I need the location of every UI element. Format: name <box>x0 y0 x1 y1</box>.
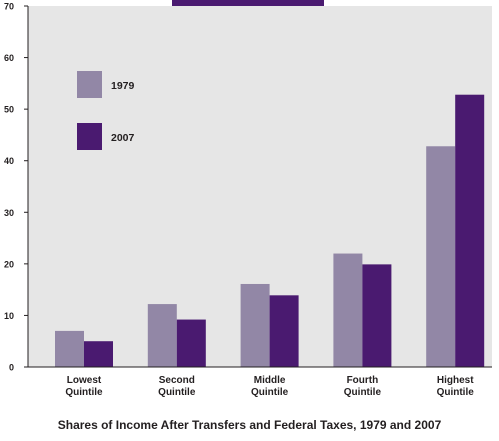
x-category-label: Fourth Quintile <box>344 375 382 398</box>
legend-swatch-1979 <box>77 71 102 98</box>
bar-2007-1 <box>176 319 206 367</box>
y-tick-label: 10 <box>4 311 14 321</box>
bar-2007-4 <box>455 94 485 368</box>
legend-label-1979: 1979 <box>111 80 135 92</box>
legend: 1979 2007 <box>77 71 135 150</box>
y-tick-label: 60 <box>4 53 14 63</box>
bar-1979-4 <box>426 146 456 367</box>
bar-2007-3 <box>362 264 392 367</box>
bar-1979-3 <box>333 253 363 367</box>
chart-title: Shares of Income After Transfers and Fed… <box>57 418 442 432</box>
bar-1979-2 <box>240 283 270 367</box>
x-category-label: Highest Quintile <box>437 375 475 398</box>
legend-swatch-2007 <box>77 123 102 150</box>
y-axis: 0 10 20 30 40 50 60 70 <box>4 2 29 373</box>
legend-label-2007: 2007 <box>111 132 135 144</box>
bar-2007-0 <box>84 341 113 367</box>
bars <box>55 94 485 368</box>
y-tick-label: 50 <box>4 105 14 115</box>
bar-2007-2 <box>269 295 299 367</box>
x-axis: Lowest Quintile Second Quintile Middle Quinti… <box>28 366 492 398</box>
y-tick-label: 20 <box>4 259 14 269</box>
y-tick-label: 40 <box>4 156 14 166</box>
y-tick-label: 30 <box>4 208 14 218</box>
y-tick-label: 0 <box>9 363 14 373</box>
bar-1979-1 <box>147 304 177 367</box>
y-tick-label: 70 <box>4 2 14 12</box>
top-banner <box>172 0 324 6</box>
x-category-label: Lowest Quintile <box>65 375 103 398</box>
x-category-label: Middle Quintile <box>251 375 289 398</box>
x-category-label: Second Quintile <box>158 375 196 398</box>
bar-1979-0 <box>55 330 84 367</box>
